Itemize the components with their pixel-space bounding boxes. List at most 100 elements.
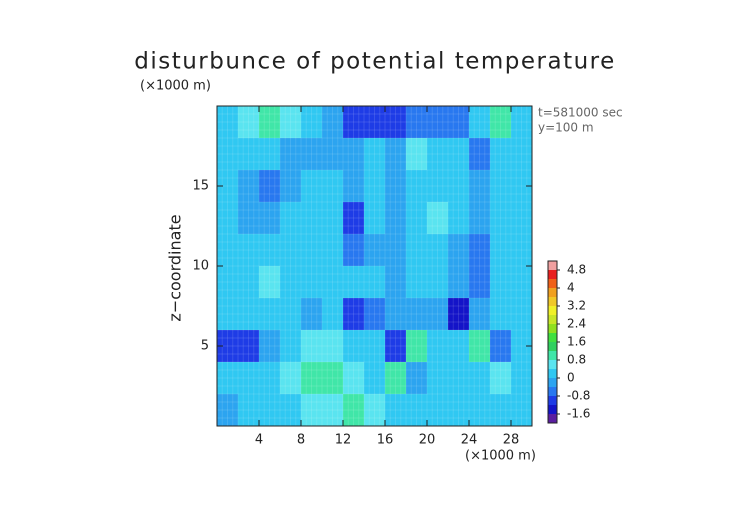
heat-cell — [280, 330, 302, 363]
heat-cell — [385, 330, 407, 363]
heat-cell — [448, 170, 470, 203]
heat-cell — [301, 298, 323, 331]
heat-cell — [448, 298, 470, 331]
colorbar-bin — [548, 387, 557, 396]
heat-cell — [469, 202, 491, 235]
heat-cell — [490, 330, 512, 363]
x-tick-label: 20 — [419, 433, 436, 448]
heat-cell — [448, 202, 470, 235]
heat-cell — [364, 362, 386, 395]
colorbar-bin — [548, 351, 557, 360]
heat-cell — [427, 362, 449, 395]
heat-cell — [259, 106, 281, 139]
heat-cell — [469, 362, 491, 395]
heat-cell — [427, 138, 449, 171]
heat-cell — [385, 394, 407, 427]
heat-cell — [259, 170, 281, 203]
y-unit: (×1000 m) — [140, 79, 211, 94]
heat-cell — [469, 170, 491, 203]
heat-cell — [301, 170, 323, 203]
heat-cell — [427, 330, 449, 363]
heat-cell — [343, 266, 365, 299]
colorbar-bin — [548, 279, 557, 288]
colorbar-bin — [548, 306, 557, 315]
heat-cell — [511, 170, 533, 203]
heat-cell — [301, 234, 323, 267]
x-tick-label: 12 — [335, 433, 352, 448]
heat-cell — [406, 202, 428, 235]
heat-cell — [406, 394, 428, 427]
y-tick-label: 10 — [192, 259, 209, 274]
heat-cell — [280, 298, 302, 331]
heat-cell — [217, 394, 239, 427]
heat-cell — [259, 234, 281, 267]
heat-cell — [217, 106, 239, 139]
heat-cell — [343, 106, 365, 139]
colorbar-bin — [548, 360, 557, 369]
heat-cell — [469, 138, 491, 171]
colorbar-tick-label: 1.6 — [567, 335, 586, 349]
heat-cell — [511, 266, 533, 299]
heat-cell — [364, 138, 386, 171]
heat-cell — [238, 170, 260, 203]
heat-cell — [406, 170, 428, 203]
colorbar-tick-label: 2.4 — [567, 317, 586, 331]
heat-cell — [364, 170, 386, 203]
chart-title: disturbunce of potential temperature — [134, 49, 616, 75]
heat-cell — [301, 138, 323, 171]
heat-cell — [406, 234, 428, 267]
heat-cell — [448, 138, 470, 171]
heat-cell — [406, 106, 428, 139]
y-tick-label: 15 — [192, 179, 209, 194]
colorbar-bin — [548, 378, 557, 387]
heat-cell — [301, 330, 323, 363]
heat-cell — [406, 330, 428, 363]
heat-cell — [238, 202, 260, 235]
colorbar-bin — [548, 405, 557, 414]
heat-cell — [364, 106, 386, 139]
y-axis-label: z−coordinate — [166, 214, 185, 321]
heat-cell — [259, 202, 281, 235]
heat-cell — [322, 330, 344, 363]
heat-cell — [343, 394, 365, 427]
heat-cell — [406, 138, 428, 171]
heat-cell — [301, 394, 323, 427]
colorbar-bin — [548, 297, 557, 306]
heat-cell — [343, 138, 365, 171]
heat-cell — [259, 266, 281, 299]
heat-cell — [364, 394, 386, 427]
heat-cell — [385, 106, 407, 139]
heat-cell — [427, 298, 449, 331]
heat-cell — [280, 362, 302, 395]
heat-cell — [322, 234, 344, 267]
heat-cell — [448, 234, 470, 267]
heat-cell — [511, 138, 533, 171]
x-tick-label: 16 — [377, 433, 394, 448]
heat-cell — [385, 362, 407, 395]
heat-cell — [490, 394, 512, 427]
x-tick-label: 24 — [461, 433, 478, 448]
heat-cell — [343, 298, 365, 331]
colorbar-tick-label: -1.6 — [567, 407, 590, 421]
heat-cell — [322, 362, 344, 395]
colorbar-bin — [548, 396, 557, 405]
heat-cell — [259, 330, 281, 363]
heat-cell — [469, 266, 491, 299]
heat-cell — [280, 170, 302, 203]
heat-cell — [343, 170, 365, 203]
heat-cell — [469, 106, 491, 139]
heat-cell — [343, 330, 365, 363]
x-tick-label: 28 — [503, 433, 520, 448]
heat-cell — [385, 298, 407, 331]
heat-cell — [448, 362, 470, 395]
heat-cell — [385, 138, 407, 171]
heat-cell — [511, 234, 533, 267]
heat-cell — [238, 234, 260, 267]
heat-cell — [490, 202, 512, 235]
heat-cell — [238, 362, 260, 395]
heat-cell — [385, 202, 407, 235]
heat-cell — [427, 170, 449, 203]
heat-cell — [469, 298, 491, 331]
colorbar-bin — [548, 333, 557, 342]
